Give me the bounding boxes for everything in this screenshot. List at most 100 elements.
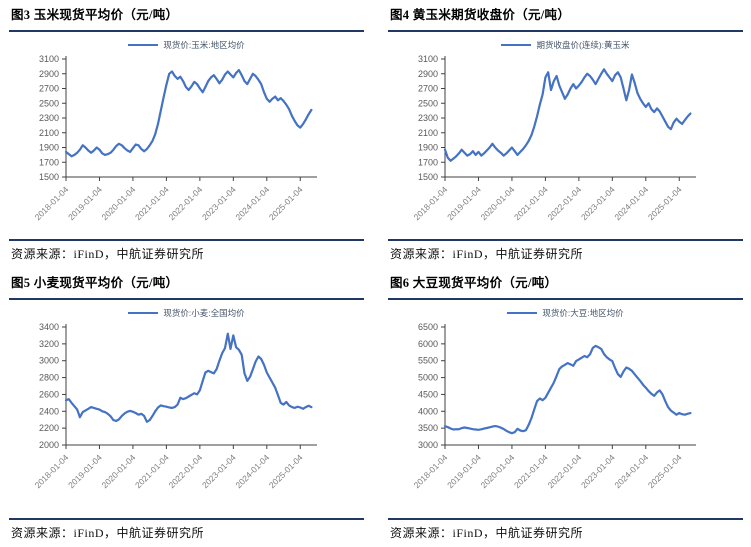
y-tick-label: 2300 — [418, 113, 438, 123]
x-tick-label: 2025-01-04 — [267, 184, 305, 222]
x-tick-label: 2023-01-04 — [200, 452, 238, 490]
y-tick-label: 1500 — [39, 172, 59, 182]
x-tick-label: 2019-01-04 — [445, 452, 483, 490]
x-tick-label: 2021-01-04 — [512, 452, 550, 490]
y-tick-label: 5000 — [418, 373, 438, 383]
y-tick-label: 1500 — [418, 172, 438, 182]
y-tick-label: 2700 — [39, 84, 59, 94]
panel-soybean-spot: 图6 大豆现货平均价（元/吨） 现货价:大豆:地区均价 3000 3500 4000… — [382, 268, 749, 547]
y-tick-label: 2900 — [418, 69, 438, 79]
x-tick-label: 2024-01-04 — [612, 452, 650, 490]
x-tick-label: 2018-01-04 — [33, 452, 71, 490]
y-tick-label: 2900 — [39, 69, 59, 79]
x-tick-label: 2019-01-04 — [66, 184, 104, 222]
chart-title: 图4 黄玉米期货收盘价（元/吨） — [390, 8, 571, 22]
x-tick-label: 2025-01-04 — [646, 184, 684, 222]
legend-label: 现货价:大豆:地区均价 — [542, 307, 624, 318]
y-tick-label: 1700 — [418, 157, 438, 167]
y-tick-label: 5500 — [418, 356, 438, 366]
x-tick-label: 2020-01-04 — [479, 184, 517, 222]
legend-label: 期货收盘价(连续):黄玉米 — [536, 39, 630, 50]
x-tick-label: 2023-01-04 — [200, 184, 238, 222]
y-tick-label: 1900 — [39, 143, 59, 153]
y-tick-label: 2200 — [39, 423, 59, 433]
x-tick-label: 2024-01-04 — [612, 184, 650, 222]
source-note: 资源来源：iFinD，中航证券研究所 — [11, 526, 205, 540]
legend-label: 现货价:小麦:全国均价 — [163, 307, 245, 318]
x-tick-label: 2019-01-04 — [66, 452, 104, 490]
y-tick-label: 3500 — [418, 423, 438, 433]
chart-legend: 期货收盘价(连续):黄玉米 — [388, 39, 743, 50]
title-divider — [9, 30, 364, 32]
source-note: 资源来源：iFinD，中航证券研究所 — [390, 247, 584, 261]
x-tick-label: 2022-01-04 — [545, 452, 583, 490]
line-chart: 1500 1700 1900 2100 2300 2500 2700 2900 3100 2018… — [412, 54, 696, 222]
y-tick-label: 4500 — [418, 389, 438, 399]
x-tick-label: 2018-01-04 — [33, 184, 71, 222]
y-tick-label: 2600 — [39, 389, 59, 399]
chart-legend: 现货价:玉米:地区均价 — [9, 39, 364, 50]
line-chart: 2000 2200 2400 2600 2800 3000 3200 3400 2018-01-… — [33, 322, 317, 490]
y-tick-label: 2500 — [39, 98, 59, 108]
x-tick-label: 2018-01-04 — [412, 184, 450, 222]
y-tick-label: 2300 — [39, 113, 59, 123]
x-tick-label: 2019-01-04 — [445, 184, 483, 222]
line-chart: 1500 1700 1900 2100 2300 2500 2700 2900 3100 2018… — [33, 54, 317, 222]
chart-title: 图3 玉米现货平均价（元/吨） — [11, 8, 179, 22]
y-tick-label: 4000 — [418, 406, 438, 416]
y-tick-label: 2100 — [39, 128, 59, 138]
y-tick-label: 2500 — [418, 98, 438, 108]
source-divider — [388, 239, 743, 241]
chart-legend: 现货价:小麦:全国均价 — [9, 307, 364, 318]
y-tick-label: 2400 — [39, 406, 59, 416]
y-tick-label: 1900 — [418, 143, 438, 153]
series-line — [443, 344, 692, 435]
source-divider — [388, 518, 743, 520]
source-note: 资源来源：iFinD，中航证券研究所 — [390, 526, 584, 540]
x-tick-label: 2021-01-04 — [133, 452, 171, 490]
series-line — [64, 332, 313, 423]
chart-title: 图6 大豆现货平均价（元/吨） — [390, 276, 558, 290]
series-line — [64, 69, 313, 158]
x-tick-label: 2025-01-04 — [646, 452, 684, 490]
x-tick-label: 2020-01-04 — [100, 452, 138, 490]
x-tick-label: 2023-01-04 — [579, 452, 617, 490]
title-divider — [388, 298, 743, 300]
x-tick-label: 2018-01-04 — [412, 452, 450, 490]
title-divider — [9, 298, 364, 300]
x-tick-label: 2020-01-04 — [479, 452, 517, 490]
y-tick-label: 6000 — [418, 339, 438, 349]
panel-corn-futures: 图4 黄玉米期货收盘价（元/吨） 期货收盘价(连续):黄玉米 1500 1700 1… — [382, 0, 749, 268]
y-tick-label: 6500 — [418, 322, 438, 332]
x-tick-label: 2024-01-04 — [233, 184, 271, 222]
y-tick-label: 3100 — [39, 54, 59, 64]
legend-label: 现货价:玉米:地区均价 — [163, 39, 245, 50]
chart-title: 图5 小麦现货平均价（元/吨） — [11, 276, 179, 290]
y-tick-label: 3000 — [418, 440, 438, 450]
y-tick-label: 2100 — [418, 128, 438, 138]
y-tick-label: 1700 — [39, 157, 59, 167]
x-tick-label: 2022-01-04 — [166, 184, 204, 222]
source-divider — [9, 518, 364, 520]
source-divider — [9, 239, 364, 241]
chart-legend: 现货价:大豆:地区均价 — [388, 307, 743, 318]
y-tick-label: 3200 — [39, 339, 59, 349]
y-tick-label: 2000 — [39, 440, 59, 450]
title-divider — [388, 30, 743, 32]
x-tick-label: 2023-01-04 — [579, 184, 617, 222]
y-tick-label: 3000 — [39, 356, 59, 366]
source-note: 资源来源：iFinD，中航证券研究所 — [11, 247, 205, 261]
y-tick-label: 2700 — [418, 84, 438, 94]
panel-wheat-spot: 图5 小麦现货平均价（元/吨） 现货价:小麦:全国均价 2000 2200 2400… — [3, 268, 370, 547]
x-tick-label: 2024-01-04 — [233, 452, 271, 490]
legend-line-marker — [128, 311, 159, 314]
x-tick-label: 2025-01-04 — [267, 452, 305, 490]
panel-corn-spot: 图3 玉米现货平均价（元/吨） 现货价:玉米:地区均价 1500 1700 1900… — [3, 0, 370, 268]
legend-line-marker — [507, 311, 538, 314]
legend-line-marker — [501, 43, 532, 46]
x-tick-label: 2022-01-04 — [545, 184, 583, 222]
series-line — [443, 68, 692, 162]
x-tick-label: 2021-01-04 — [512, 184, 550, 222]
line-chart: 3000 3500 4000 4500 5000 5500 6000 6500 2018-01-… — [412, 322, 696, 490]
